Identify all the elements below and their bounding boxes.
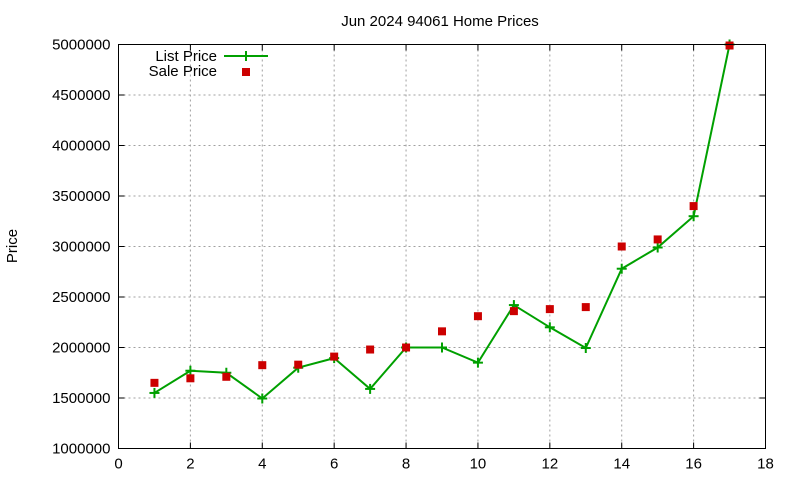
legend: List Price Sale Price	[149, 48, 268, 80]
y-tick-label: 3000000	[52, 239, 110, 256]
sale-price-point	[509, 307, 518, 316]
sale-price-point	[258, 361, 267, 370]
legend-swatch-sale-price-marker	[242, 68, 250, 76]
sale-price-point	[617, 242, 626, 251]
y-tick-label: 4500000	[52, 87, 110, 104]
x-tick-label: 8	[402, 456, 410, 473]
legend-label-sale-price: Sale Price	[149, 63, 217, 80]
sale-price-point	[438, 327, 446, 336]
y-tick-label: 3500000	[52, 188, 110, 205]
list-price-point	[437, 342, 447, 353]
legend-swatch-list-price-marker	[241, 51, 251, 61]
sale-price-point	[689, 202, 698, 211]
list-price-point	[652, 242, 663, 253]
y-tick-label: 1000000	[52, 441, 110, 458]
y-tick-label: 4000000	[52, 138, 110, 155]
sale-price-point	[581, 303, 590, 312]
sale-price-point	[186, 374, 195, 383]
x-tick-label: 14	[613, 456, 630, 473]
y-tick-label: 1500000	[52, 390, 110, 407]
sale-price-point	[150, 378, 159, 387]
x-tick-label: 16	[685, 456, 702, 473]
x-tick-label: 12	[541, 456, 558, 473]
list-price-point	[257, 393, 268, 404]
y-tick-label: 2000000	[52, 340, 110, 357]
x-tick-label: 10	[470, 456, 487, 473]
series-sale-price	[150, 41, 734, 387]
legend-label-list-price: List Price	[155, 48, 217, 65]
list-price-point	[616, 263, 627, 274]
y-tick-label: 5000000	[52, 37, 110, 54]
sale-price-point	[222, 372, 231, 381]
list-price-point	[149, 387, 160, 398]
ticks: 0 2 4 6 8 10 12 14 16 18 1000000 1500000 2000000 2500…	[52, 37, 774, 473]
sale-price-point	[545, 305, 554, 314]
chart-title: Jun 2024 94061 Home Prices	[341, 13, 539, 30]
list-price-point	[185, 365, 196, 376]
x-tick-label: 0	[114, 456, 122, 473]
sale-price-point	[402, 343, 411, 352]
sale-price-point	[473, 312, 482, 321]
sale-price-point	[653, 235, 662, 244]
x-tick-label: 6	[330, 456, 338, 473]
sale-price-point	[294, 360, 303, 369]
list-price-point	[472, 357, 483, 368]
x-tick-label: 18	[757, 456, 774, 473]
series-list-price	[149, 39, 735, 404]
list-price-point	[365, 383, 376, 394]
sale-price-point	[725, 41, 734, 50]
list-price-point	[688, 211, 699, 222]
legend-swatches	[224, 51, 268, 76]
y-axis-label: Price	[4, 229, 21, 263]
x-tick-label: 4	[258, 456, 266, 473]
x-tick-label: 2	[186, 456, 194, 473]
y-tick-label: 2500000	[52, 289, 110, 306]
sale-price-point	[366, 345, 375, 354]
plot-frame	[118, 44, 766, 449]
series	[149, 39, 735, 404]
list-price-point	[544, 322, 555, 333]
list-price-point	[580, 343, 591, 354]
grid	[118, 44, 766, 449]
sale-price-point	[330, 352, 339, 361]
